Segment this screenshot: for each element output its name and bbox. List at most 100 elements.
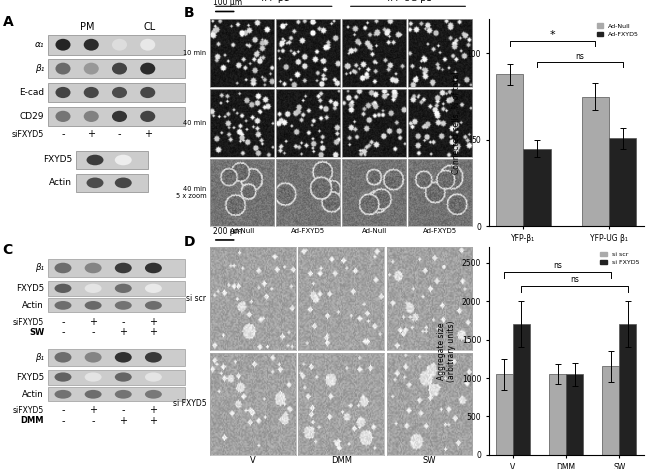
Ellipse shape [145,352,162,363]
Y-axis label: si FXYD5: si FXYD5 [172,399,206,408]
Text: A: A [3,15,14,29]
Text: SW: SW [29,328,44,337]
X-axis label: Ad-FXYD5: Ad-FXYD5 [423,228,457,234]
Bar [582,97,609,227]
Ellipse shape [140,39,155,51]
Ellipse shape [55,263,72,273]
Ellipse shape [55,372,72,382]
Bar [609,138,636,227]
Ellipse shape [112,87,127,98]
Ellipse shape [145,284,162,293]
FancyBboxPatch shape [76,174,148,192]
Text: +: + [144,129,151,139]
Text: β₁: β₁ [35,264,44,272]
Text: +: + [89,317,97,327]
Ellipse shape [84,39,99,51]
Text: -: - [61,317,65,327]
Text: -: - [122,317,125,327]
Ellipse shape [55,301,72,310]
Ellipse shape [115,284,132,293]
Text: siFXYD5: siFXYD5 [13,318,44,326]
X-axis label: SW: SW [422,456,436,465]
Text: +: + [150,405,157,415]
Ellipse shape [145,263,162,273]
Ellipse shape [140,111,155,122]
Ellipse shape [115,390,132,399]
Text: -: - [122,405,125,415]
Text: CL: CL [144,22,156,32]
Text: ns: ns [570,275,579,284]
Text: +: + [89,405,97,415]
X-axis label: V: V [250,456,256,465]
Bar [513,324,530,455]
Text: YFP-UG β1: YFP-UG β1 [385,0,432,3]
FancyBboxPatch shape [48,349,185,366]
Ellipse shape [84,263,101,273]
FancyBboxPatch shape [48,107,185,126]
Bar [549,374,566,455]
Ellipse shape [55,63,71,75]
Text: -: - [61,416,65,426]
Ellipse shape [86,178,103,188]
FancyBboxPatch shape [48,298,185,312]
Ellipse shape [84,352,101,363]
X-axis label: Ad-FXYD5: Ad-FXYD5 [291,228,326,234]
Text: YFP-β1: YFP-β1 [259,0,290,3]
X-axis label: Ad-Null: Ad-Null [361,228,387,234]
Ellipse shape [55,39,71,51]
Text: E-cad: E-cad [19,88,44,97]
Text: +: + [119,327,127,337]
Ellipse shape [84,301,101,310]
FancyBboxPatch shape [48,370,185,385]
Legend: Ad-Null, Ad-FXYD5: Ad-Null, Ad-FXYD5 [596,22,640,38]
Ellipse shape [86,155,103,165]
Y-axis label: Aggregate size
(arbitrary units): Aggregate size (arbitrary units) [437,320,456,382]
Ellipse shape [145,301,162,310]
Text: siFXYD5: siFXYD5 [13,406,44,415]
Ellipse shape [115,178,132,188]
Text: Actin: Actin [22,301,44,310]
Ellipse shape [84,87,99,98]
Ellipse shape [112,63,127,75]
Bar [603,366,619,455]
Bar [619,324,636,455]
Ellipse shape [145,390,162,399]
Ellipse shape [115,301,132,310]
Y-axis label: 40 min: 40 min [183,120,206,126]
Text: +: + [119,416,127,426]
Ellipse shape [115,352,132,363]
Y-axis label: 40 min
5 x zoom: 40 min 5 x zoom [176,186,206,199]
Ellipse shape [84,111,99,122]
X-axis label: DMM: DMM [331,456,352,465]
Text: -: - [61,129,65,139]
Bar [496,374,513,455]
Text: FXYD5: FXYD5 [16,372,44,382]
Ellipse shape [112,39,127,51]
Text: -: - [61,405,65,415]
Y-axis label: 10 min: 10 min [183,50,206,56]
Text: D: D [184,235,196,249]
Text: α₁: α₁ [34,40,44,49]
FancyBboxPatch shape [48,259,185,277]
Ellipse shape [145,372,162,382]
FancyBboxPatch shape [76,151,148,169]
Text: 100 μm: 100 μm [213,0,242,8]
Text: *: * [550,30,555,40]
Ellipse shape [55,352,72,363]
Text: -: - [92,327,95,337]
Text: -: - [61,327,65,337]
Text: FXYD5: FXYD5 [16,284,44,293]
Text: siFXYD5: siFXYD5 [12,129,44,138]
FancyBboxPatch shape [48,83,185,102]
Text: -: - [92,416,95,426]
Y-axis label: si scr: si scr [186,294,206,303]
Text: +: + [150,416,157,426]
Ellipse shape [140,63,155,75]
Ellipse shape [115,155,132,165]
Ellipse shape [84,284,101,293]
Ellipse shape [112,111,127,122]
Ellipse shape [84,390,101,399]
Text: B: B [184,6,195,20]
FancyBboxPatch shape [48,35,185,54]
FancyBboxPatch shape [48,281,185,296]
